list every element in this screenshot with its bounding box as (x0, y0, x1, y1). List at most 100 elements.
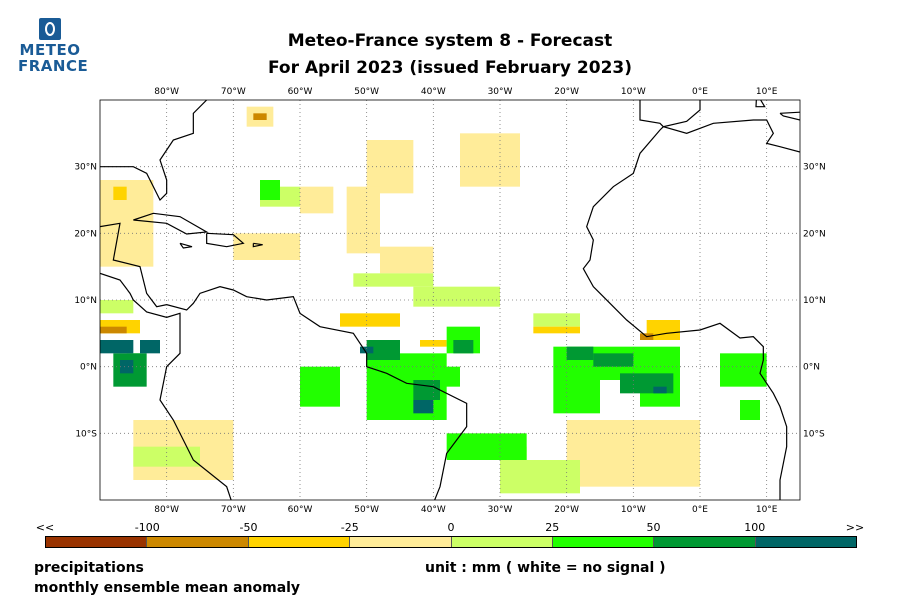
anomaly-cell (360, 346, 374, 354)
variable-label: precipitations (34, 560, 144, 576)
anomaly-cell (453, 340, 474, 354)
colorbar (45, 536, 857, 548)
graticule (100, 100, 800, 500)
anomaly-cell (413, 380, 440, 400)
colorbar-label: -50 (239, 521, 258, 534)
lon-tick-label: 70°W (221, 87, 246, 97)
map-frame (99, 99, 801, 501)
anomaly-cell (340, 313, 400, 327)
anomaly-cell (300, 366, 340, 407)
unit-label: unit : mm ( white = no signal ) (425, 560, 666, 576)
colorbar-label: -100 (134, 521, 160, 534)
coastline (252, 242, 263, 248)
anomaly-cell (413, 286, 500, 307)
anomaly-cell (100, 340, 134, 354)
anomaly-cell (113, 186, 127, 200)
lon-tick-label: 50°W (354, 505, 379, 515)
colorbar-swatch (46, 537, 147, 547)
anomaly-cells (100, 106, 767, 494)
colorbar-label: >> (845, 521, 865, 534)
colorbar-swatch (450, 537, 552, 547)
colorbar-label: -25 (340, 521, 359, 534)
coastline (639, 100, 701, 128)
lat-tick-label: 30°N (803, 163, 826, 173)
lon-tick-label: 20°W (554, 87, 579, 97)
coastline (100, 222, 468, 500)
logo-text-2: FRANCE (18, 57, 89, 75)
anomaly-cell (533, 313, 580, 327)
anomaly-cell (460, 133, 520, 187)
anomaly-cell (100, 326, 127, 334)
anomaly-cell (260, 180, 280, 200)
lat-tick-label: 10°N (74, 296, 97, 306)
lat-tick-label: 20°N (74, 229, 97, 239)
statistic-label: monthly ensemble mean anomaly (34, 580, 301, 596)
anomaly-cell (566, 420, 700, 487)
lon-tick-label: 30°W (488, 87, 513, 97)
coastlines (100, 100, 800, 500)
colorbar-label: 25 (545, 521, 560, 534)
anomaly-cell (740, 400, 760, 420)
lon-tick-label: 70°W (221, 505, 246, 515)
colorbar-swatch (754, 537, 856, 547)
logo-text-1: METEO (19, 41, 81, 59)
anomaly-cell (120, 360, 134, 374)
colorbar-label: 100 (744, 521, 766, 534)
anomaly-cell (366, 140, 414, 194)
anomaly-cell (413, 400, 434, 414)
anomaly-cell (566, 346, 594, 360)
anomaly-cell (533, 326, 580, 334)
anomaly-cell (253, 113, 267, 120)
lat-tick-label: 20°N (803, 229, 826, 239)
anomaly-cell (380, 246, 434, 274)
lat-tick-label: 10°S (803, 429, 825, 439)
coastline (779, 111, 800, 121)
lon-tick-label: 40°W (421, 505, 446, 515)
colorbar-label: << (35, 521, 55, 534)
lat-tick-label: 0°N (80, 363, 97, 373)
lon-tick-label: 20°W (554, 505, 579, 515)
coastline (582, 126, 788, 500)
colorbar-swatch (551, 537, 654, 547)
lon-tick-label: 0°E (692, 87, 708, 97)
lon-tick-label: 80°W (154, 87, 179, 97)
anomaly-cell (446, 433, 527, 460)
lat-tick-label: 10°S (75, 429, 97, 439)
anomaly-cell (233, 233, 300, 260)
lat-tick-label: 30°N (74, 163, 97, 173)
lon-tick-label: 60°W (288, 505, 313, 515)
lat-tick-label: 0°N (803, 363, 820, 373)
coastline (206, 232, 245, 248)
colorbar-swatch (146, 537, 248, 547)
anomaly-cell (593, 353, 634, 367)
coastline (179, 242, 193, 249)
lon-tick-label: 50°W (354, 87, 379, 97)
anomaly-cell (140, 340, 160, 354)
lon-tick-label: 10°W (621, 505, 646, 515)
coastline (100, 272, 232, 500)
colorbar-swatch (349, 537, 451, 547)
anomaly-cell (353, 273, 434, 287)
lon-tick-label: 80°W (154, 505, 179, 515)
lat-tick-label: 10°N (803, 296, 826, 306)
colorbar-label: 50 (646, 521, 661, 534)
anomaly-cell (653, 386, 667, 394)
anomaly-cell (300, 186, 334, 214)
chart-subtitle: For April 2023 (issued February 2023) (267, 58, 633, 78)
lon-tick-label: 10°E (756, 87, 778, 97)
lon-tick-label: 30°W (488, 505, 513, 515)
anomaly-cell (420, 340, 447, 347)
colorbar-swatch (247, 537, 350, 547)
anomaly-cell (100, 300, 134, 314)
meteo-france-logo: METEO FRANCE (18, 18, 89, 75)
coastline (663, 119, 800, 153)
lon-tick-label: 40°W (421, 87, 446, 97)
lon-tick-label: 0°E (692, 505, 708, 515)
chart-title: Meteo-France system 8 - Forecast (287, 31, 613, 51)
colorbar-swatch (653, 537, 755, 547)
coastline (755, 100, 766, 108)
axis-labels: 80°W 80°W 70°W 70°W 60°W 60°W 50°W 50°W 40°W 40°W… (74, 87, 825, 515)
anomaly-cell (720, 353, 767, 387)
anomaly-cell (500, 460, 580, 494)
coastline (100, 100, 208, 202)
